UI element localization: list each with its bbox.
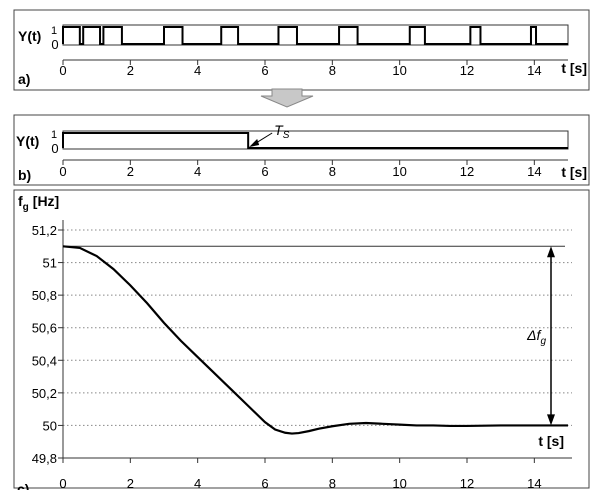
panel-a-xlabel: t [s] bbox=[561, 60, 587, 76]
panel-c-x-tick-label: 2 bbox=[127, 476, 134, 490]
panel-b-x-tick-label: 10 bbox=[392, 164, 406, 179]
panel-a-x-tick-label: 14 bbox=[527, 63, 541, 78]
panel-c-x-tick-label: 10 bbox=[392, 476, 406, 490]
delta-fg-label: Δfg bbox=[526, 327, 546, 347]
panel-a-plot-box bbox=[62, 24, 569, 46]
panel-b-xlabel: t [s] bbox=[561, 164, 587, 180]
panel-c-x-tick-label: 8 bbox=[329, 476, 336, 490]
panel-c-xlabel: t [s] bbox=[538, 433, 564, 449]
panel-c-y-tick-label: 51 bbox=[43, 256, 57, 271]
panel-b-signal bbox=[62, 132, 568, 149]
delta-fg-arrowhead-top bbox=[547, 246, 555, 258]
ts-annotation-arrowhead bbox=[249, 139, 260, 147]
panel-b-x-tick-label: 4 bbox=[194, 164, 201, 179]
panel-a-x-tick-label: 2 bbox=[127, 63, 134, 78]
panel-b-x-tick-label: 0 bbox=[59, 164, 66, 179]
panel-a-x-ticks: 0 2 4 6 8 10 12 14 bbox=[59, 60, 542, 78]
panel-c-ylabel: fg [Hz] bbox=[18, 193, 59, 213]
panel-c-x-tick-label: 14 bbox=[527, 476, 541, 490]
panel-c-y-ticks: 49,8 50 50,2 50,4 50,6 50,8 51 51,2 bbox=[32, 223, 63, 466]
panel-c-y-tick-label: 50,8 bbox=[32, 288, 57, 303]
down-arrow-icon bbox=[260, 88, 314, 108]
panel-b-frame bbox=[13, 114, 590, 186]
panel-c-x-tick-label: 4 bbox=[194, 476, 201, 490]
panel-c-y-tick-label: 49,8 bbox=[32, 451, 57, 466]
panel-c-label: c) bbox=[17, 481, 29, 490]
panel-a-frame bbox=[13, 9, 590, 91]
panel-a-ytick-0: 0 bbox=[51, 37, 58, 52]
panel-a-x-tick-label: 0 bbox=[59, 63, 66, 78]
panel-c-frame bbox=[13, 189, 590, 489]
panel-c-x-ticks: 0 2 4 6 8 10 12 14 bbox=[59, 458, 542, 490]
panel-b-x-tick-label: 2 bbox=[127, 164, 134, 179]
panel-a-x-tick-label: 8 bbox=[329, 63, 336, 78]
panel-a-x-tick-label: 10 bbox=[392, 63, 406, 78]
panel-b-ylabel: Y(t) bbox=[16, 133, 39, 149]
panel-b-label: b) bbox=[18, 167, 31, 183]
panel-c: fg [Hz] 49,8 50 50,2 50,4 50,6 50,8 51 51,2 0 2 4 6… bbox=[13, 189, 590, 490]
panel-c-y-tick-label: 50 bbox=[43, 418, 57, 433]
panel-c-y-tick-label: 50,2 bbox=[32, 386, 57, 401]
frequency-curve bbox=[62, 245, 568, 435]
panel-a-x-tick-label: 4 bbox=[194, 63, 201, 78]
panel-b-x-tick-label: 8 bbox=[329, 164, 336, 179]
panel-b-ytick-1: 1 bbox=[51, 129, 57, 141]
panel-b-x-tick-label: 12 bbox=[460, 164, 474, 179]
panel-c-x-tick-label: 6 bbox=[261, 476, 268, 490]
panel-b-x-tick-label: 14 bbox=[527, 164, 541, 179]
panel-b-x-ticks: 0 2 4 6 8 10 12 14 bbox=[59, 160, 542, 179]
panel-b: Y(t) 1 0 0 2 4 6 8 10 12 14 b) t [s] TS bbox=[13, 114, 590, 186]
panel-c-y-tick-label: 50,4 bbox=[32, 353, 57, 368]
panel-c-x-tick-label: 0 bbox=[59, 476, 66, 490]
panel-b-x-tick-label: 6 bbox=[261, 164, 268, 179]
panel-a-ytick-1: 1 bbox=[51, 25, 57, 37]
delta-fg-arrowhead-bottom bbox=[547, 414, 555, 426]
panel-b-ytick-0: 0 bbox=[51, 141, 58, 156]
panel-a-label: a) bbox=[18, 71, 30, 87]
panel-c-y-tick-label: 51,2 bbox=[32, 223, 57, 238]
ts-annotation-label: TS bbox=[274, 122, 290, 141]
panel-a-signal bbox=[62, 26, 568, 45]
panel-a-x-tick-label: 6 bbox=[261, 63, 268, 78]
panel-c-gridlines bbox=[63, 229, 572, 426]
panel-a-x-tick-label: 12 bbox=[460, 63, 474, 78]
panel-a-ylabel: Y(t) bbox=[18, 28, 41, 44]
panel-c-x-tick-label: 12 bbox=[460, 476, 474, 490]
panel-c-y-tick-label: 50,6 bbox=[32, 321, 57, 336]
panel-a: Y(t) 1 0 0 2 4 6 8 10 12 14 a) t [s] bbox=[13, 9, 590, 91]
